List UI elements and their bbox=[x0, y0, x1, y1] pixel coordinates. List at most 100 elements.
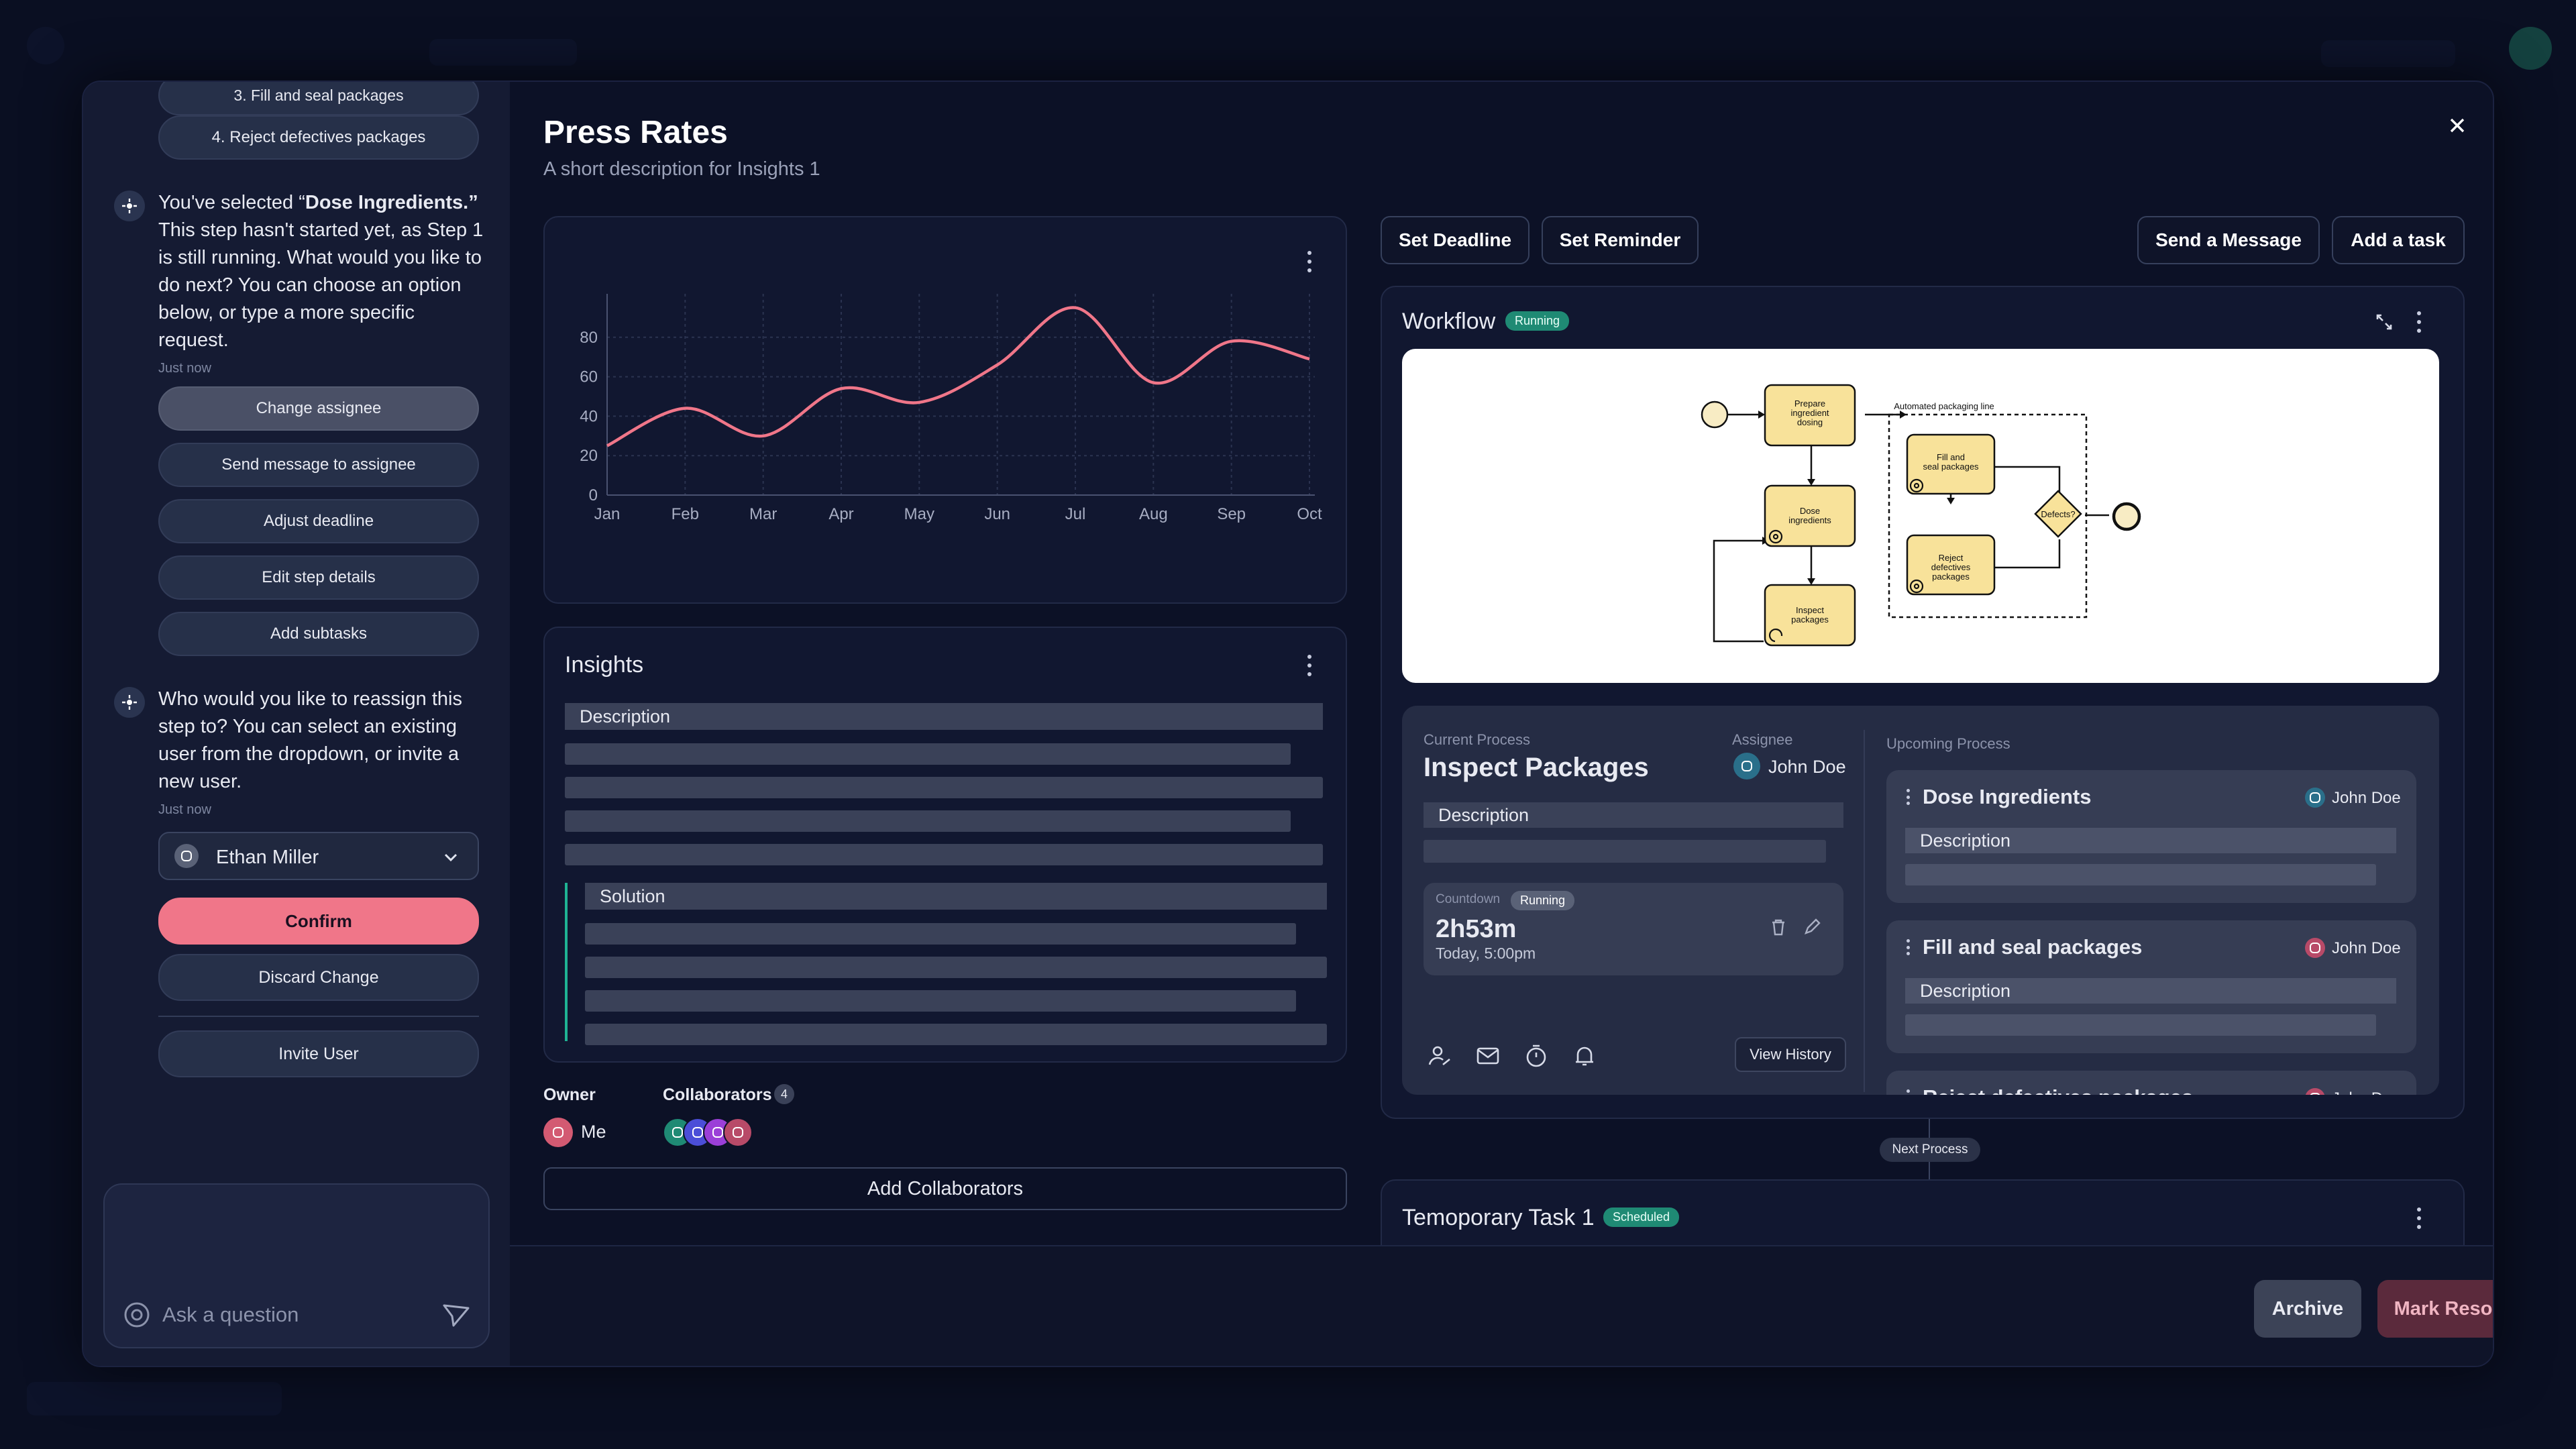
ask-input[interactable]: Ask a question bbox=[162, 1303, 299, 1326]
countdown-label: Countdown bbox=[1436, 892, 1501, 906]
confirm-button[interactable]: Confirm bbox=[158, 898, 479, 945]
insights-description: Description bbox=[565, 703, 1323, 730]
insights-solution: Solution bbox=[585, 883, 1327, 910]
current-process-label: Current Process bbox=[1424, 731, 1530, 748]
x-tick-label: Jan bbox=[594, 505, 621, 523]
edit-icon[interactable] bbox=[1802, 916, 1822, 938]
assistant-message-1: You've selected “Dose Ingredients.” This… bbox=[158, 192, 484, 351]
drag-handle-icon[interactable] bbox=[1905, 789, 1911, 805]
x-tick-label: Apr bbox=[828, 505, 853, 523]
assistant-message-2: Who would you like to reassign this step… bbox=[158, 688, 462, 792]
option-adjust-deadline[interactable]: Adjust deadline bbox=[158, 499, 479, 543]
message-1-time: Just now bbox=[158, 361, 211, 376]
svg-text:packages: packages bbox=[1791, 614, 1829, 625]
owner-name: Me bbox=[581, 1122, 606, 1142]
ask-box[interactable]: Ask a question bbox=[103, 1183, 490, 1348]
assignee-name: John Doe bbox=[1768, 757, 1846, 777]
process-modal: 3. Fill and seal packages 4. Reject defe… bbox=[82, 80, 2494, 1367]
set-deadline-button[interactable]: Set Deadline bbox=[1381, 216, 1529, 264]
user-avatar-icon bbox=[174, 844, 199, 868]
insights-card: Insights Description Solution bbox=[543, 627, 1347, 1063]
background-heading bbox=[429, 39, 577, 66]
temp-task-menu-icon[interactable] bbox=[2416, 1208, 2422, 1229]
upcoming-item[interactable]: Dose Ingredients John Doe Description bbox=[1886, 770, 2416, 903]
bell-icon[interactable] bbox=[1566, 1037, 1603, 1075]
add-collaborators-button[interactable]: Add Collaborators bbox=[543, 1167, 1347, 1210]
placeholder-line bbox=[1905, 1014, 2376, 1036]
chevron-down-icon bbox=[444, 853, 458, 862]
chart-menu-icon[interactable] bbox=[1307, 251, 1312, 272]
mail-icon[interactable] bbox=[1469, 1037, 1507, 1075]
countdown-card: Countdown Running 2h53m Today, 5:00pm bbox=[1424, 883, 1843, 975]
discard-change-button[interactable]: Discard Change bbox=[158, 954, 479, 1001]
option-edit-step-details[interactable]: Edit step details bbox=[158, 555, 479, 600]
user-select[interactable]: Ethan Miller bbox=[158, 832, 479, 880]
bpmn-diagram: Prepare ingredient dosing Dose ingredien… bbox=[1701, 384, 2141, 647]
placeholder-line bbox=[565, 743, 1291, 765]
expand-icon[interactable] bbox=[2373, 311, 2395, 333]
page-title: Press Rates bbox=[543, 115, 728, 150]
svg-text:dosing: dosing bbox=[1797, 417, 1823, 427]
background-avatar bbox=[2509, 27, 2552, 70]
set-reminder-button[interactable]: Set Reminder bbox=[1542, 216, 1699, 264]
close-icon[interactable] bbox=[2446, 114, 2469, 137]
x-tick-label: Mar bbox=[749, 505, 777, 523]
x-tick-label: Jul bbox=[1065, 505, 1086, 523]
diagram-group-label: Automated packaging line bbox=[1894, 401, 1994, 411]
trash-icon[interactable] bbox=[1768, 916, 1788, 938]
reassign-icon[interactable] bbox=[1421, 1037, 1458, 1075]
placeholder-line bbox=[585, 990, 1296, 1012]
selected-user: Ethan Miller bbox=[216, 847, 319, 868]
y-tick-label: 40 bbox=[580, 407, 598, 425]
drag-handle-icon[interactable] bbox=[1905, 1089, 1911, 1095]
temp-task-status-badge: Scheduled bbox=[1603, 1208, 1680, 1227]
archive-button[interactable]: Archive bbox=[2254, 1280, 2361, 1338]
diagram-defects-label: Defects? bbox=[2041, 509, 2075, 519]
invite-user-button[interactable]: Invite User bbox=[158, 1030, 479, 1077]
upcoming-item[interactable]: Reject defectives packages John Doe bbox=[1886, 1071, 2416, 1095]
timer-icon[interactable] bbox=[1517, 1037, 1555, 1075]
drag-handle-icon[interactable] bbox=[1905, 939, 1911, 955]
send-icon[interactable] bbox=[440, 1299, 472, 1331]
series-line bbox=[606, 306, 1310, 447]
y-tick-label: 60 bbox=[580, 368, 598, 386]
background-user bbox=[2321, 40, 2455, 67]
y-tick-label: 80 bbox=[580, 329, 598, 347]
workflow-card: Workflow Running bbox=[1381, 286, 2465, 1119]
upcoming-label: Upcoming Process bbox=[1886, 735, 2010, 752]
background-footer bbox=[27, 1382, 282, 1415]
countdown-due: Today, 5:00pm bbox=[1436, 945, 1536, 962]
assistant-panel: 3. Fill and seal packages 4. Reject defe… bbox=[83, 82, 510, 1366]
assignee-avatar bbox=[2305, 788, 2325, 808]
option-change-assignee[interactable]: Change assignee bbox=[158, 386, 479, 431]
option-add-subtasks[interactable]: Add subtasks bbox=[158, 612, 479, 656]
option-send-message[interactable]: Send message to assignee bbox=[158, 443, 479, 487]
workflow-diagram: Prepare ingredient dosing Dose ingredien… bbox=[1402, 349, 2439, 683]
workflow-status-badge: Running bbox=[1505, 311, 1570, 331]
upcoming-item[interactable]: Fill and seal packages John Doe Descript… bbox=[1886, 920, 2416, 1053]
send-message-button[interactable]: Send a Message bbox=[2137, 216, 2320, 264]
step-chip-4[interactable]: 4. Reject defectives packages bbox=[158, 115, 479, 160]
insights-menu-icon[interactable] bbox=[1307, 655, 1312, 676]
modal-footer: Archive Mark Resolved bbox=[510, 1245, 2493, 1366]
section-divider bbox=[1864, 730, 1865, 1092]
step-chip-3[interactable]: 3. Fill and seal packages bbox=[158, 82, 479, 115]
x-tick-label: Aug bbox=[1139, 505, 1168, 523]
collaborator-avatar[interactable] bbox=[723, 1118, 753, 1147]
assignee-avatar bbox=[2305, 1088, 2325, 1095]
diagram-inspect-label: Inspect bbox=[1796, 605, 1824, 615]
temp-task-title: Temoporary Task 1 bbox=[1402, 1205, 1595, 1230]
mark-resolved-button[interactable]: Mark Resolved bbox=[2377, 1280, 2493, 1338]
process-section: Current Process Inspect Packages Assigne… bbox=[1402, 706, 2439, 1095]
view-history-button[interactable]: View History bbox=[1735, 1037, 1846, 1072]
workflow-menu-icon[interactable] bbox=[2416, 311, 2422, 333]
countdown-value: 2h53m bbox=[1436, 915, 1517, 943]
diagram-fill-label: Fill and bbox=[1937, 452, 1965, 462]
workflow-title: Workflow bbox=[1402, 309, 1496, 334]
add-task-button[interactable]: Add a task bbox=[2332, 216, 2465, 264]
diagram-reject-label: Reject bbox=[1939, 553, 1964, 563]
svg-text:seal packages: seal packages bbox=[1923, 462, 1979, 472]
placeholder-line bbox=[1905, 864, 2376, 885]
at-icon bbox=[124, 1302, 150, 1328]
placeholder-line bbox=[565, 844, 1323, 865]
